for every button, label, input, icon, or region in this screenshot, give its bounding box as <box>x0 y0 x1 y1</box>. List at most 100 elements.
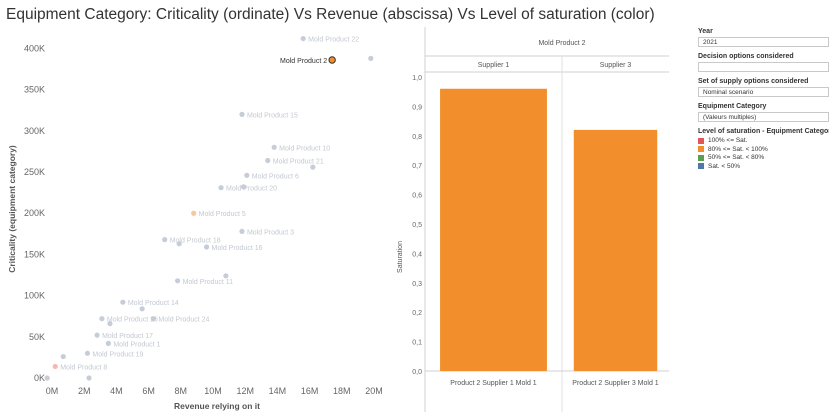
legend-item[interactable]: 50% <= Sat. < 80% <box>698 154 829 161</box>
point-label: Mold Product 26 <box>107 317 158 324</box>
legend-swatch <box>698 154 704 161</box>
legend-item[interactable]: 100% <= Sat. <box>698 137 829 144</box>
point-label: Mold Product 6 <box>252 173 299 180</box>
scatter-point[interactable] <box>105 340 111 346</box>
legend-label: 80% <= Sat. < 100% <box>708 145 768 153</box>
bar-y-tick-label: 0,6 <box>412 193 422 200</box>
bar-chart-header: Mold Product 2 <box>538 40 585 47</box>
point-label: Mold Product 11 <box>183 279 234 286</box>
bar-y-tick-label: 0,7 <box>412 163 422 170</box>
scatter-point[interactable] <box>150 316 157 322</box>
point-label: Mold Product 19 <box>92 351 143 358</box>
point-label: Mold Product 15 <box>247 112 298 119</box>
scatter-y-axis-label: Criticality (equipment category) <box>7 145 17 273</box>
year-filter[interactable]: 2021 <box>698 37 829 47</box>
scatter-point[interactable] <box>174 278 181 284</box>
x-tick-label: 14M <box>269 386 287 396</box>
scatter-point[interactable] <box>239 228 245 234</box>
x-tick-label: 20M <box>365 386 383 396</box>
scatter-point[interactable] <box>86 375 92 381</box>
saturation-legend: 100% <= Sat. 80% <= Sat. < 100% 50% <= S… <box>698 137 829 170</box>
legend-item[interactable]: Sat. < 50% <box>698 163 829 170</box>
saturation-bar-chart[interactable]: Mold Product 2 Saturation 0,0 0,1 0,2 0,3 0,… <box>395 27 670 412</box>
x-tick-label: 16M <box>301 386 319 396</box>
scatter-point[interactable] <box>139 306 145 312</box>
decision-filter[interactable] <box>698 62 829 72</box>
scatter-point[interactable] <box>44 375 50 381</box>
scatter-point[interactable] <box>191 210 197 216</box>
point-label: Mold Product 14 <box>128 300 179 307</box>
point-label: Mold Product 3 <box>247 229 294 236</box>
y-tick-label: 300K <box>24 126 45 136</box>
x-tick-label: 18M <box>333 386 351 396</box>
supply-filter[interactable]: Nominal scenario <box>698 87 829 97</box>
bar-y-tick-label: 0,4 <box>412 251 422 258</box>
scatter-point[interactable] <box>223 273 229 279</box>
x-tick-label: 8M <box>175 386 188 396</box>
point-label: Mold Product 20 <box>226 186 277 193</box>
point-label: Mold Product 8 <box>60 364 107 371</box>
scatter-point[interactable] <box>94 332 100 338</box>
point-label: Mold Product 17 <box>102 333 153 340</box>
scatter-point[interactable] <box>244 172 250 178</box>
scatter-point[interactable] <box>107 321 113 327</box>
y-tick-label: 400K <box>24 43 45 53</box>
legend-swatch <box>698 163 704 169</box>
y-tick-label: 0K <box>34 373 45 383</box>
y-tick-label: 200K <box>24 208 45 218</box>
point-label: Mold Product 2 <box>280 58 327 65</box>
supply-filter-label: Set of supply options considered <box>698 78 809 85</box>
category-filter-label: Equipment Category <box>698 103 767 110</box>
year-filter-label: Year <box>698 28 713 35</box>
point-label: Mold Product 24 <box>158 317 209 324</box>
bar-y-tick-label: 0,5 <box>412 222 422 229</box>
legend-label: 50% <= Sat. < 80% <box>708 154 765 161</box>
scatter-point[interactable] <box>271 144 277 150</box>
saturation-bar[interactable] <box>573 129 658 371</box>
filter-panel: Year 2021 Decision options considered Se… <box>698 26 829 170</box>
category-label: Product 2 Supplier 1 Mold 1 <box>450 380 536 387</box>
panel-header: Supplier 1 <box>478 62 510 69</box>
bar-y-tick-label: 0,0 <box>412 369 422 376</box>
panel-header: Supplier 3 <box>600 62 632 69</box>
scatter-chart[interactable]: Criticality (equipment category) Revenue… <box>0 27 392 412</box>
scatter-point[interactable] <box>218 185 224 191</box>
bar-y-tick-label: 0,9 <box>412 104 422 111</box>
scatter-point[interactable] <box>239 111 245 117</box>
scatter-point[interactable] <box>265 157 271 164</box>
scatter-point[interactable] <box>84 350 91 356</box>
scatter-point[interactable] <box>120 299 126 305</box>
point-label: Mold Product 1 <box>113 341 160 348</box>
scatter-point[interactable] <box>310 164 316 170</box>
page-title: Equipment Category: Criticality (ordinat… <box>6 6 655 23</box>
category-filter[interactable]: (Valeurs multiples) <box>698 112 829 122</box>
legend-label: 100% <= Sat. <box>708 137 748 144</box>
scatter-x-axis-label: Revenue relying on it <box>174 401 260 411</box>
x-tick-label: 4M <box>110 386 123 396</box>
scatter-point[interactable] <box>300 35 306 42</box>
legend-item[interactable]: 80% <= Sat. < 100% <box>698 146 829 153</box>
bar-y-tick-label: 0,2 <box>412 310 422 317</box>
point-label: Mold Product 22 <box>308 37 359 44</box>
scatter-point[interactable] <box>176 241 182 247</box>
bar-y-tick-label: 0,8 <box>412 134 422 141</box>
scatter-point[interactable] <box>52 363 58 370</box>
bar-y-axis-label: Saturation <box>397 241 404 273</box>
y-tick-label: 150K <box>24 249 45 259</box>
scatter-point[interactable] <box>99 316 105 322</box>
x-tick-label: 2M <box>78 386 91 396</box>
bar-y-tick-label: 0,3 <box>412 281 422 288</box>
y-tick-label: 250K <box>24 167 45 177</box>
x-tick-label: 12M <box>236 386 254 396</box>
legend-swatch <box>698 137 704 144</box>
legend-label: Sat. < 50% <box>708 162 740 170</box>
point-label: Mold Product 21 <box>273 159 324 166</box>
y-tick-label: 50K <box>29 332 45 342</box>
scatter-point[interactable] <box>240 184 247 190</box>
scatter-point[interactable] <box>162 237 168 243</box>
scatter-point[interactable] <box>368 55 374 61</box>
scatter-point[interactable] <box>203 244 210 250</box>
scatter-point[interactable] <box>60 353 66 360</box>
saturation-bar[interactable] <box>440 88 547 371</box>
scatter-point-selected[interactable] <box>328 56 336 64</box>
